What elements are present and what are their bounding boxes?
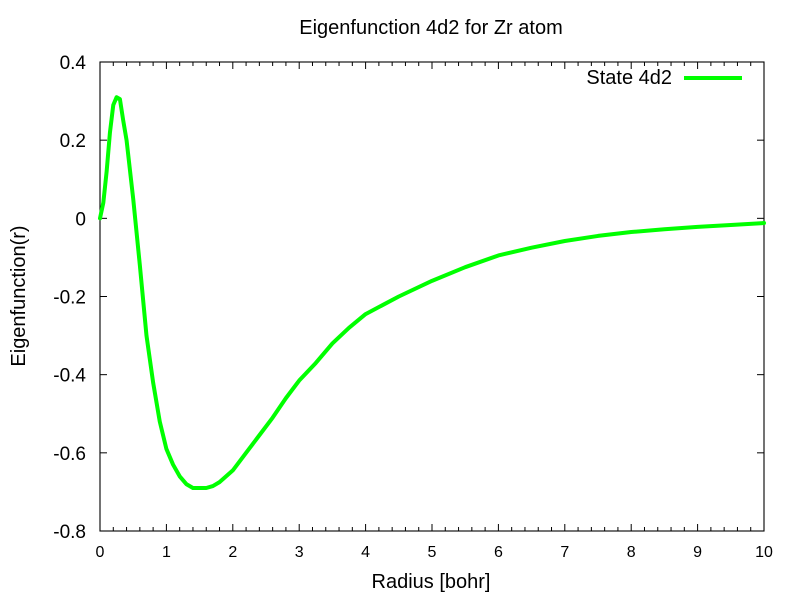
x-tick-label: 5 <box>428 544 437 561</box>
x-tick-label: 0 <box>96 544 105 561</box>
x-tick-label: 6 <box>494 544 503 561</box>
x-tick-label: 3 <box>295 544 304 561</box>
plot-frame <box>99 61 765 532</box>
x-tick-label: 1 <box>162 544 171 561</box>
x-tick-label: 2 <box>228 544 237 561</box>
x-tick-label: 10 <box>755 544 773 561</box>
x-axis-label: Radius [bohr] <box>372 571 491 593</box>
y-tick-label: -0.6 <box>53 444 86 465</box>
x-axis-ticks: 0 1 2 3 4 5 6 7 8 9 10 <box>96 62 773 561</box>
y-axis-label: Eigenfunction(r) <box>8 225 30 366</box>
y-tick-label: -0.2 <box>53 288 86 309</box>
x-tick-label: 4 <box>361 544 370 561</box>
series-line-state-4d2 <box>98 95 766 491</box>
legend-label-state-4d2: State 4d2 <box>586 67 672 89</box>
y-tick-label: 0 <box>75 209 86 230</box>
y-tick-label: 0.2 <box>60 131 86 152</box>
legend: State 4d2 <box>586 67 742 89</box>
y-axis-ticks: 0.4 0.2 0 -0.2 -0.4 -0.6 -0.8 <box>53 53 764 543</box>
chart-title: Eigenfunction 4d2 for Zr atom <box>299 17 562 39</box>
y-tick-label: -0.4 <box>53 366 86 387</box>
y-tick-label: 0.4 <box>60 53 87 74</box>
y-tick-label: -0.8 <box>53 522 86 543</box>
x-tick-label: 7 <box>560 544 569 561</box>
x-tick-label: 9 <box>693 544 702 561</box>
x-tick-label: 8 <box>627 544 636 561</box>
